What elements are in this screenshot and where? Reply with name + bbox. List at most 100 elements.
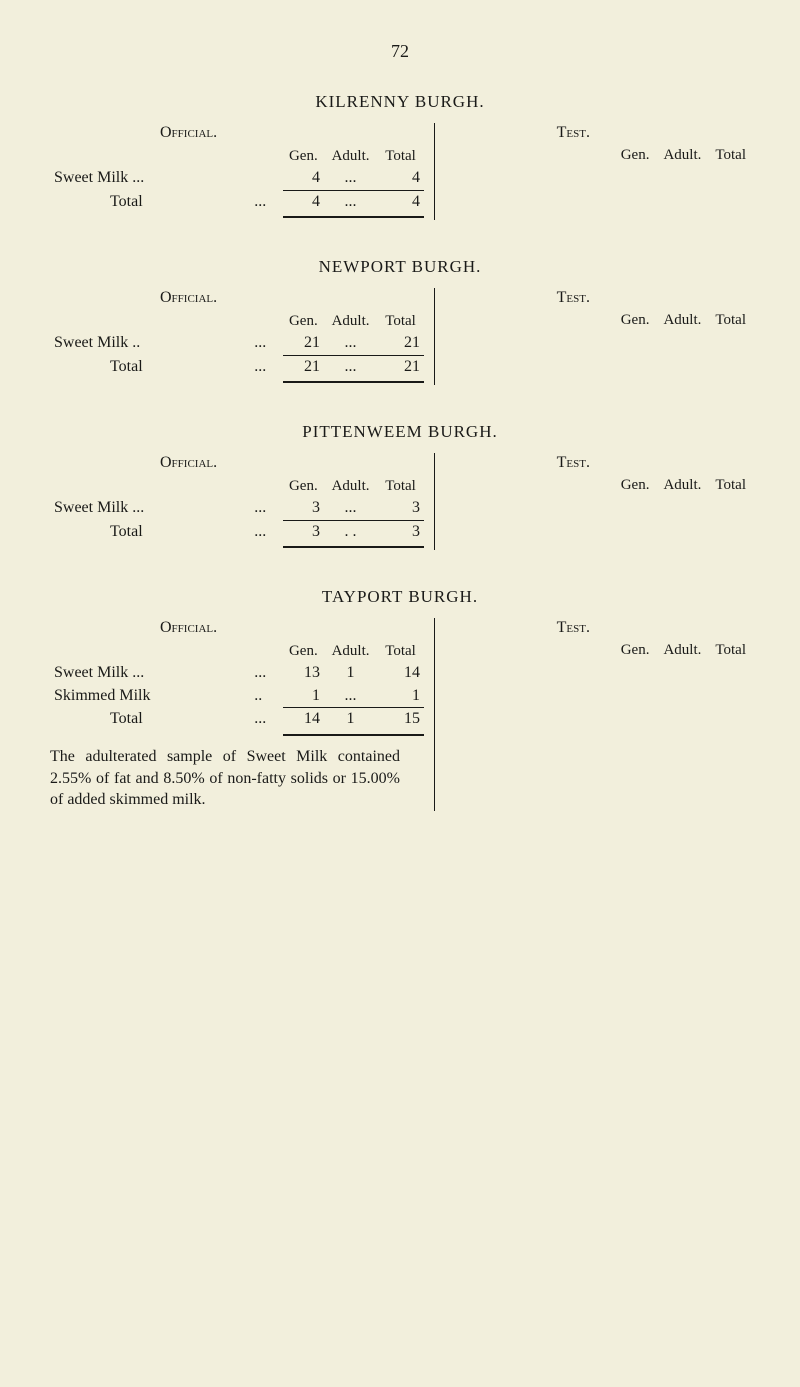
- test-headers: Gen. Adult. Total: [453, 146, 750, 166]
- test-column: Test. Gen. Adult. Total: [435, 618, 750, 660]
- cell-gen: 4: [283, 167, 324, 190]
- col-total: Total: [715, 146, 746, 166]
- row-label: Sweet Milk ...: [50, 497, 250, 520]
- cell-gen: 1: [283, 685, 324, 708]
- cell-adult: ...: [324, 497, 377, 520]
- col-total: Total: [377, 641, 424, 662]
- cell-adult: ...: [324, 685, 377, 708]
- rule: [50, 217, 424, 220]
- cell-total: 21: [377, 355, 424, 378]
- row-label: Sweet Milk ..: [50, 332, 250, 355]
- burgh-title: PITTENWEEM BURGH.: [50, 421, 750, 443]
- test-headers: Gen. Adult. Total: [453, 476, 750, 496]
- cell-adult: ...: [324, 332, 377, 355]
- col-gen: Gen.: [621, 146, 650, 166]
- col-adult: Adult.: [324, 146, 377, 167]
- table-header: Gen. Adult. Total: [50, 641, 424, 662]
- burgh-title: TAYPORT BURGH.: [50, 586, 750, 608]
- cell-gen: 14: [283, 708, 324, 731]
- row-label: Total: [50, 708, 250, 731]
- cell-adult: 1: [324, 708, 377, 731]
- col-adult: Adult.: [663, 311, 701, 331]
- total-row: Total ... 21 ... 21: [50, 355, 424, 378]
- table-row: Skimmed Milk .. 1 ... 1: [50, 685, 424, 708]
- dots: ...: [250, 355, 282, 378]
- cell-total: 15: [377, 708, 424, 731]
- official-label: Official.: [160, 618, 424, 639]
- cell-total: 3: [377, 520, 424, 543]
- col-adult: Adult.: [324, 641, 377, 662]
- footnote: The adulterated sample of Sweet Milk con…: [50, 746, 400, 811]
- col-gen: Gen.: [621, 311, 650, 331]
- col-adult: Adult.: [324, 311, 377, 332]
- col-gen: Gen.: [283, 641, 324, 662]
- official-table: Gen. Adult. Total Sweet Milk .. ... 21 .…: [50, 311, 424, 385]
- test-label: Test.: [453, 618, 750, 639]
- table-row: Sweet Milk ... ... 3 ... 3: [50, 497, 424, 520]
- col-gen: Gen.: [283, 146, 324, 167]
- cell-gen: 4: [283, 190, 324, 213]
- rule: [50, 382, 424, 385]
- cell-total: 4: [377, 167, 424, 190]
- dots: ...: [250, 190, 282, 213]
- cell-gen: 3: [283, 497, 324, 520]
- official-label: Official.: [160, 288, 424, 309]
- official-table: Gen. Adult. Total Sweet Milk ... ... 13 …: [50, 641, 424, 738]
- official-column: Official. Gen. Adult. Total Sweet Milk .…: [50, 123, 435, 220]
- row-label: Total: [50, 190, 250, 213]
- test-headers: Gen. Adult. Total: [453, 311, 750, 331]
- row-label: Skimmed Milk: [50, 685, 250, 708]
- col-total: Total: [715, 311, 746, 331]
- table-header: Gen. Adult. Total: [50, 146, 424, 167]
- dots: [250, 167, 282, 190]
- col-total: Total: [715, 641, 746, 661]
- col-gen: Gen.: [621, 476, 650, 496]
- col-adult: Adult.: [663, 146, 701, 166]
- official-column: Official. Gen. Adult. Total Sweet Milk .…: [50, 453, 435, 550]
- official-label: Official.: [160, 453, 424, 474]
- cell-total: 1: [377, 685, 424, 708]
- table-row: Sweet Milk ... 4 ... 4: [50, 167, 424, 190]
- test-column: Test. Gen. Adult. Total: [435, 453, 750, 495]
- dots: ...: [250, 708, 282, 731]
- cell-adult: ...: [324, 190, 377, 213]
- test-label: Test.: [453, 453, 750, 474]
- burgh-tayport: TAYPORT BURGH. Official. Gen. Adult. Tot…: [50, 586, 750, 811]
- cell-gen: 3: [283, 520, 324, 543]
- col-gen: Gen.: [283, 311, 324, 332]
- dots: ..: [250, 685, 282, 708]
- cell-adult: ...: [324, 167, 377, 190]
- test-column: Test. Gen. Adult. Total: [435, 123, 750, 165]
- test-headers: Gen. Adult. Total: [453, 641, 750, 661]
- burgh-kilrenny: KILRENNY BURGH. Official. Gen. Adult. To…: [50, 91, 750, 220]
- total-row: Total ... 3 . . 3: [50, 520, 424, 543]
- col-adult: Adult.: [324, 476, 377, 497]
- col-total: Total: [377, 311, 424, 332]
- row-label: Total: [50, 520, 250, 543]
- col-gen: Gen.: [621, 641, 650, 661]
- cell-total: 3: [377, 497, 424, 520]
- dots: ...: [250, 662, 282, 685]
- burgh-title: NEWPORT BURGH.: [50, 256, 750, 278]
- cell-adult: . .: [324, 520, 377, 543]
- test-label: Test.: [453, 123, 750, 144]
- burgh-title: KILRENNY BURGH.: [50, 91, 750, 113]
- col-adult: Adult.: [663, 641, 701, 661]
- rule: [50, 735, 424, 738]
- test-label: Test.: [453, 288, 750, 309]
- table-row: Sweet Milk .. ... 21 ... 21: [50, 332, 424, 355]
- row-label: Sweet Milk ...: [50, 167, 250, 190]
- cell-gen: 13: [283, 662, 324, 685]
- total-row: Total ... 14 1 15: [50, 708, 424, 731]
- official-table: Gen. Adult. Total Sweet Milk ... 4 ... 4…: [50, 146, 424, 220]
- total-row: Total ... 4 ... 4: [50, 190, 424, 213]
- official-label: Official.: [160, 123, 424, 144]
- table-header: Gen. Adult. Total: [50, 311, 424, 332]
- test-column: Test. Gen. Adult. Total: [435, 288, 750, 330]
- cell-total: 14: [377, 662, 424, 685]
- dots: ...: [250, 497, 282, 520]
- official-column: Official. Gen. Adult. Total Sweet Milk .…: [50, 618, 435, 810]
- burgh-newport: NEWPORT BURGH. Official. Gen. Adult. Tot…: [50, 256, 750, 385]
- col-gen: Gen.: [283, 476, 324, 497]
- row-label: Total: [50, 355, 250, 378]
